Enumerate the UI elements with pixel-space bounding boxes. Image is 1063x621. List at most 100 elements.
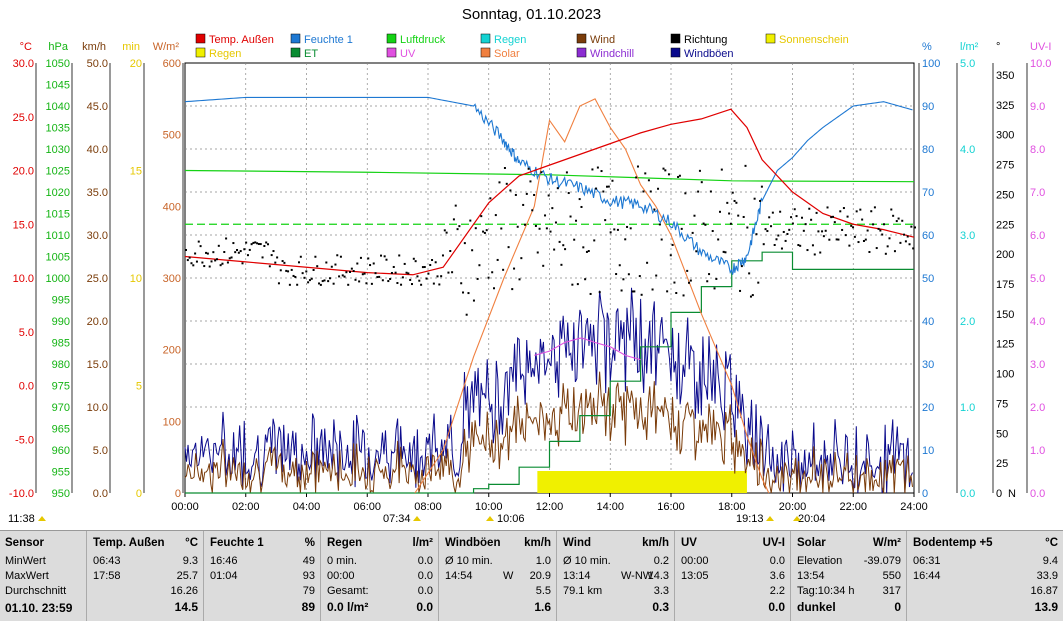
series-direction-point <box>463 242 466 245</box>
sun-marker-icon <box>413 516 421 521</box>
stats-cell: 49 <box>302 555 315 567</box>
series-gusts <box>184 287 913 494</box>
series-direction-point <box>403 262 406 265</box>
stats-soil-row: 06:31 9.4 <box>913 555 1058 569</box>
series-direction-point <box>855 210 858 213</box>
series-direction-point <box>394 271 397 274</box>
series-direction-point <box>325 261 328 264</box>
sunrise-time: 07:34 <box>383 513 411 525</box>
stats-cell: W-NW <box>621 570 654 582</box>
legend-label: Windböen <box>684 48 734 60</box>
series-direction-point <box>875 247 878 250</box>
series-direction-point <box>618 264 621 267</box>
stats-cell: 33.9 <box>1036 570 1058 582</box>
stats-sensor-column: Sensor MinWert MaxWert Durchschnitt 01.1… <box>0 531 86 621</box>
series-direction-point <box>456 228 459 231</box>
series-direction-point <box>205 251 208 254</box>
series-direction-point <box>482 230 485 233</box>
series-direction-point <box>330 265 333 268</box>
series-direction-point <box>274 261 277 264</box>
y-tick-label: 10.0 <box>1030 58 1051 70</box>
legend-swatch <box>670 47 681 58</box>
series-direction-point <box>307 281 310 284</box>
series-direction-point <box>551 207 554 210</box>
series-direction-point <box>245 241 248 244</box>
y-tick-label: 4.0 <box>960 144 975 156</box>
series-direction-point <box>609 231 612 234</box>
series-direction-point <box>642 190 645 193</box>
series-direction-point <box>370 282 373 285</box>
series-direction-point <box>483 231 486 234</box>
stats-temp-row: 06:43 9.3 <box>93 555 198 569</box>
series-direction-point <box>314 255 317 258</box>
series-direction-point <box>467 292 470 295</box>
series-direction-point <box>740 265 743 268</box>
legend-swatch <box>290 47 301 58</box>
y-tick-label: 965 <box>52 424 70 436</box>
y-tick-label: 225 <box>996 219 1014 231</box>
series-direction-point <box>773 243 776 246</box>
x-tick-label: 14:00 <box>596 501 624 513</box>
series-direction-point <box>418 279 421 282</box>
series-direction-point <box>560 263 563 266</box>
y-tick-label: 500 <box>163 130 181 142</box>
stats-cell: 9.4 <box>1042 555 1058 567</box>
y-tick-label: 0.0 <box>1030 488 1045 500</box>
series-direction-point <box>522 203 525 206</box>
series-direction-point <box>564 248 567 251</box>
series-direction-point <box>356 262 359 265</box>
y-tick-label: 50 <box>996 428 1008 440</box>
series-direction-point <box>859 208 862 211</box>
stats-cell: 0.0 <box>768 600 785 614</box>
stats-humidity-row: 01:04 93 <box>210 570 315 584</box>
series-direction-point <box>441 254 444 257</box>
series-direction-point <box>507 246 510 249</box>
stats-row-label: MinWert <box>5 555 46 567</box>
series-direction-point <box>731 191 734 194</box>
stats-cell: 00:00 <box>681 555 709 567</box>
series-direction-point <box>757 281 760 284</box>
series-direction-point <box>474 227 477 230</box>
series-direction-point <box>837 238 840 241</box>
y-tick-label: 955 <box>52 467 70 479</box>
series-direction-point <box>290 268 293 271</box>
y-tick-label: 2.0 <box>960 316 975 328</box>
series-direction-point <box>199 245 202 248</box>
y-axis-unit: l/m² <box>960 41 979 53</box>
series-direction-point <box>689 279 692 282</box>
series-direction-point <box>562 244 565 247</box>
series-direction-point <box>349 270 352 273</box>
series-direction-point <box>717 238 720 241</box>
series-direction-point <box>460 282 463 285</box>
y-tick-label: 10 <box>922 445 934 457</box>
series-direction-point <box>751 294 754 297</box>
series-direction-point <box>223 251 226 254</box>
series-direction-point <box>188 256 191 259</box>
series-direction-point <box>607 185 610 188</box>
legend-label: Temp. Außen <box>209 34 274 46</box>
series-direction-point <box>893 250 896 253</box>
series-direction-point <box>806 249 809 252</box>
y-tick-label: 25.0 <box>13 112 34 124</box>
series-direction-point <box>383 255 386 258</box>
y-tick-label: 50.0 <box>87 58 108 70</box>
series-direction-point <box>312 268 315 271</box>
series-direction-point <box>285 269 288 272</box>
series-direction-point <box>718 210 721 213</box>
series-direction-point <box>294 275 297 278</box>
series-direction-point <box>392 265 395 268</box>
series-direction-point <box>686 269 689 272</box>
series-direction-point <box>780 247 783 250</box>
legend-swatch <box>576 33 587 44</box>
stats-cell: Ø 10 min. <box>445 555 493 567</box>
y-tick-label: 40.0 <box>87 144 108 156</box>
series-direction-point <box>520 257 523 260</box>
series-direction-point <box>341 274 344 277</box>
series-direction-point <box>788 228 791 231</box>
legend-swatch <box>386 33 397 44</box>
series-direction-point <box>733 199 736 202</box>
stats-cell: 0 min. <box>327 555 357 567</box>
series-direction-point <box>578 198 581 201</box>
legend-swatch <box>386 47 397 58</box>
moonset-time: 11:38 <box>8 513 35 525</box>
